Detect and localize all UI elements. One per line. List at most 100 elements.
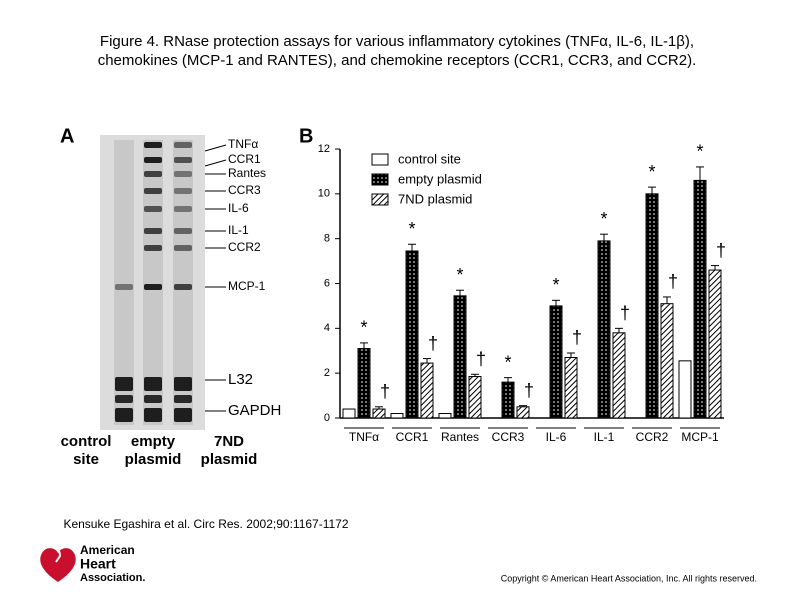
gel-band bbox=[174, 245, 192, 251]
bar bbox=[501, 381, 515, 419]
significance-symbol: * bbox=[600, 209, 607, 229]
bar bbox=[597, 240, 611, 419]
bar bbox=[390, 413, 404, 419]
significance-symbol: * bbox=[360, 318, 367, 338]
gel-band-label: IL-1 bbox=[228, 223, 249, 237]
gel-band bbox=[174, 377, 192, 391]
gel-band bbox=[144, 245, 162, 251]
gel-image bbox=[100, 135, 205, 430]
legend-label: empty plasmid bbox=[398, 171, 482, 186]
gel-leader bbox=[204, 159, 227, 167]
gel-band bbox=[144, 228, 162, 234]
lane-label: 7ND bbox=[214, 433, 244, 450]
bar bbox=[549, 305, 563, 419]
y-tick-label: 0 bbox=[324, 412, 330, 424]
y-tick-label: 2 bbox=[324, 367, 330, 379]
legend-label: 7ND plasmid bbox=[398, 191, 472, 206]
bar bbox=[708, 269, 722, 419]
bar bbox=[612, 332, 626, 419]
gel-band-label: CCR1 bbox=[228, 152, 261, 166]
bar bbox=[420, 362, 434, 419]
logo: American Heart Association. bbox=[40, 543, 145, 584]
x-tick-label: IL-6 bbox=[546, 430, 567, 444]
bar bbox=[357, 348, 371, 419]
x-tick-label: IL-1 bbox=[594, 430, 615, 444]
significance-symbol: * bbox=[456, 265, 463, 285]
legend-label: control site bbox=[398, 151, 461, 166]
bar bbox=[438, 413, 452, 419]
x-tick-label: CCR2 bbox=[636, 430, 669, 444]
bar bbox=[660, 303, 674, 419]
significance-symbol: † bbox=[620, 303, 630, 323]
gel-band bbox=[174, 408, 192, 422]
gel-band bbox=[115, 377, 133, 391]
gel-band bbox=[174, 188, 192, 194]
significance-symbol: † bbox=[428, 333, 438, 353]
copyright: Copyright © American Heart Association, … bbox=[501, 573, 757, 583]
gel-band bbox=[174, 171, 192, 177]
gel-band bbox=[144, 395, 162, 403]
bar bbox=[645, 193, 659, 419]
lane-label: plasmid bbox=[125, 451, 182, 468]
bar bbox=[372, 408, 386, 419]
lane-label: control bbox=[61, 433, 112, 450]
y-tick-label: 10 bbox=[318, 188, 330, 200]
panel-label: B bbox=[299, 125, 313, 147]
panel-label: A bbox=[60, 125, 74, 147]
gel-band-label: CCR2 bbox=[228, 240, 261, 254]
gel-band-label: MCP-1 bbox=[228, 279, 266, 293]
gel-band-label: L32 bbox=[228, 371, 253, 388]
bar bbox=[342, 408, 356, 419]
significance-symbol: † bbox=[716, 240, 726, 260]
bar bbox=[405, 250, 419, 419]
gel-band bbox=[174, 284, 192, 290]
legend-swatch bbox=[371, 173, 389, 186]
x-tick-label: CCR3 bbox=[492, 430, 525, 444]
gel-band bbox=[144, 284, 162, 290]
title-line: chemokines (MCP-1 and RANTES), and chemo… bbox=[98, 52, 697, 69]
gel-band bbox=[115, 408, 133, 422]
legend-swatch bbox=[371, 193, 389, 206]
significance-symbol: * bbox=[552, 275, 559, 295]
gel-band bbox=[174, 142, 192, 148]
gel-band bbox=[115, 395, 133, 403]
gel-band bbox=[144, 171, 162, 177]
y-tick-label: 12 bbox=[318, 143, 330, 155]
significance-symbol: † bbox=[572, 328, 582, 348]
x-tick-label: Rantes bbox=[441, 430, 479, 444]
lane-label: site bbox=[73, 451, 99, 468]
gel-band-label: IL-6 bbox=[228, 201, 249, 215]
lane-label: empty bbox=[131, 433, 176, 450]
x-tick-label: CCR1 bbox=[396, 430, 429, 444]
bar bbox=[516, 406, 530, 419]
bar bbox=[693, 179, 707, 419]
significance-symbol: † bbox=[524, 380, 534, 400]
gel-band bbox=[174, 395, 192, 403]
gel-band-label: CCR3 bbox=[228, 183, 261, 197]
x-tick-label: MCP-1 bbox=[681, 430, 719, 444]
gel-band-label: TNFα bbox=[228, 137, 258, 151]
y-tick-label: 8 bbox=[324, 233, 330, 245]
logo-heart bbox=[40, 548, 76, 582]
significance-symbol: † bbox=[380, 382, 390, 402]
gel-band bbox=[174, 157, 192, 163]
gel-band-label: GAPDH bbox=[228, 402, 281, 419]
logo-text: American bbox=[80, 543, 135, 557]
title-line: Figure 4. RNase protection assays for va… bbox=[100, 33, 694, 50]
bar bbox=[678, 360, 692, 419]
significance-symbol: * bbox=[696, 142, 703, 162]
lane-label: plasmid bbox=[201, 451, 258, 468]
gel-band bbox=[144, 142, 162, 148]
y-tick-label: 4 bbox=[324, 322, 330, 334]
gel-band bbox=[115, 284, 133, 290]
bar bbox=[453, 295, 467, 419]
logo-text: Association. bbox=[80, 572, 145, 584]
bar bbox=[564, 356, 578, 419]
gel-band bbox=[174, 206, 192, 212]
significance-symbol: * bbox=[504, 352, 511, 372]
x-tick-label: TNFα bbox=[349, 430, 379, 444]
bar bbox=[468, 376, 482, 419]
legend-swatch bbox=[371, 153, 389, 166]
gel-lane bbox=[173, 140, 193, 425]
